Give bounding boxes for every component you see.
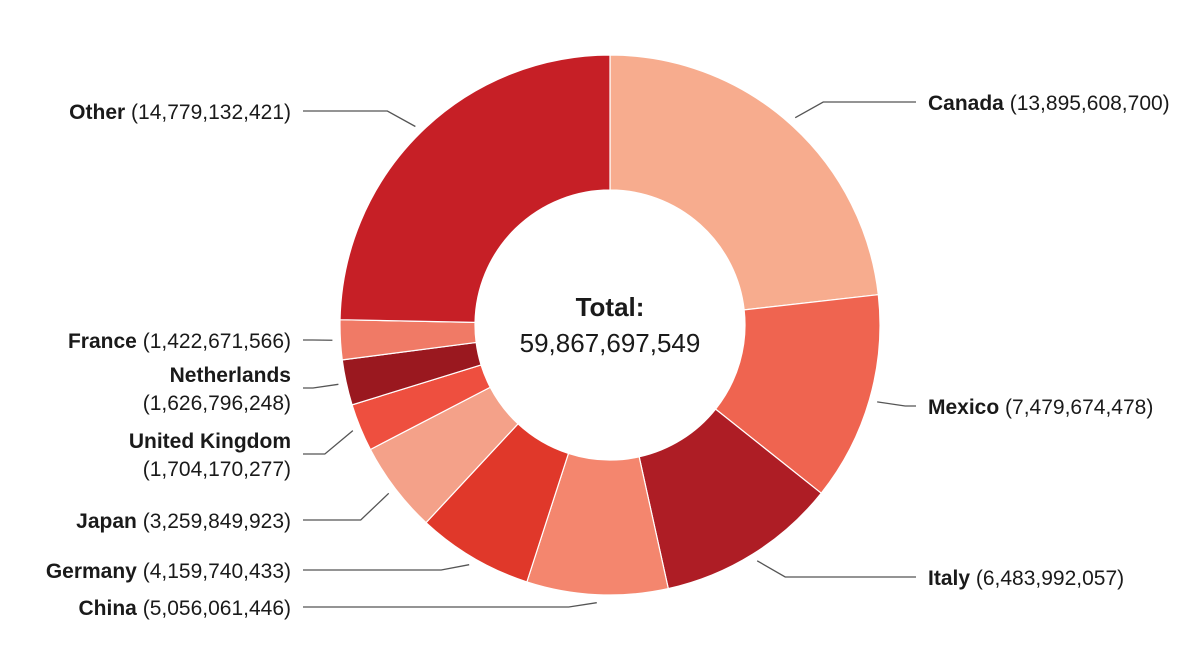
label-name-other: Other (69, 101, 125, 124)
leader-line-netherlands (303, 383, 339, 389)
label-mexico: Mexico (7,479,674,478) (928, 396, 1153, 419)
labels-group: Canada (13,895,608,700) Mexico (7,479,674… (46, 92, 1170, 620)
slice-other (339, 54, 611, 323)
label-value-united-kingdom: (1,704,170,277) (143, 458, 291, 481)
label-germany: Germany (4,159,740,433) (46, 560, 291, 583)
label-name-mexico: Mexico (928, 396, 999, 419)
label-value-japan: (3,259,849,923) (143, 510, 291, 533)
leader-line-other (303, 110, 416, 128)
label-value-germany: (4,159,740,433) (143, 560, 291, 583)
label-name-united-kingdom: United Kingdom (129, 430, 291, 453)
label-italy: Italy (6,483,992,057) (928, 567, 1124, 590)
center-total-title: Total: (576, 292, 645, 322)
slices-group (339, 54, 881, 596)
leader-line-mexico (877, 401, 916, 407)
label-name-japan: Japan (76, 510, 137, 533)
label-value-france: (1,422,671,566) (143, 330, 291, 353)
label-china: China (5,056,061,446) (79, 597, 291, 620)
label-canada: Canada (13,895,608,700) (928, 92, 1170, 115)
leader-lines-group (303, 101, 916, 608)
label-value-netherlands: (1,626,796,248) (143, 392, 291, 415)
label-name-china: China (79, 597, 138, 620)
label-japan: Japan (3,259,849,923) (76, 510, 291, 533)
leader-line-canada (794, 101, 916, 119)
leader-line-japan (303, 492, 390, 521)
label-other: Other (14,779,132,421) (69, 101, 291, 124)
slice-canada (609, 54, 879, 311)
label-france: France (1,422,671,566) (68, 330, 291, 353)
label-name-netherlands: Netherlands (170, 364, 291, 387)
leader-line-united-kingdom (303, 430, 354, 455)
label-value-italy: (6,483,992,057) (976, 567, 1124, 590)
leader-line-italy (756, 560, 916, 578)
label-value-china: (5,056,061,446) (143, 597, 291, 620)
slice-mexico (714, 294, 881, 495)
label-value-other: (14,779,132,421) (131, 101, 291, 124)
label-value-mexico: (7,479,674,478) (1005, 396, 1153, 419)
leader-line-germany (303, 564, 470, 571)
center-total-value: 59,867,697,549 (520, 328, 701, 358)
label-name-canada: Canada (928, 92, 1004, 115)
label-netherlands: Netherlands (1,626,796,248) (143, 364, 291, 415)
leader-line-china (303, 602, 597, 608)
label-united-kingdom: United Kingdom (1,704,170,277) (129, 430, 291, 481)
label-name-italy: Italy (928, 567, 970, 590)
label-name-germany: Germany (46, 560, 137, 583)
label-value-canada: (13,895,608,700) (1010, 92, 1170, 115)
label-name-france: France (68, 330, 137, 353)
